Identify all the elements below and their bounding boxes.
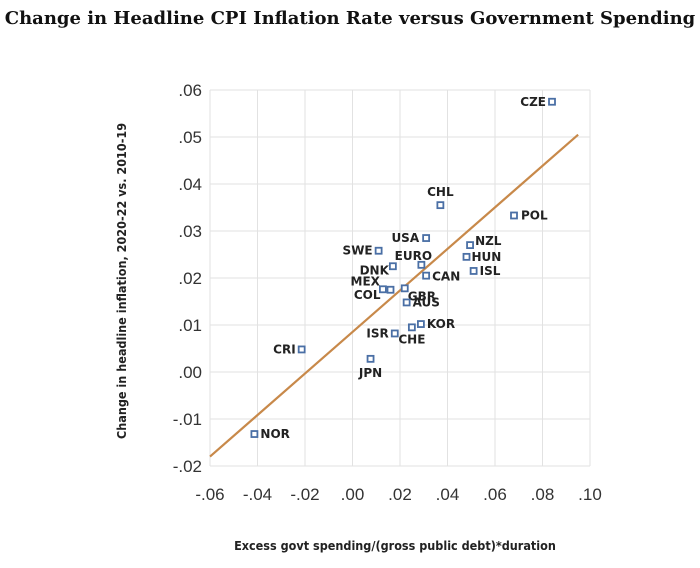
y-tick-label: -.01 xyxy=(173,410,202,429)
point-marker-chl xyxy=(436,201,445,210)
point-marker-col xyxy=(386,285,395,294)
point-marker-isr xyxy=(390,329,399,338)
x-tick-label: -.04 xyxy=(243,485,272,504)
point-label-cri: CRI xyxy=(273,342,296,356)
point-marker-hun xyxy=(462,252,471,261)
point-marker-gbr xyxy=(400,284,409,293)
point-marker-nzl xyxy=(466,241,474,250)
point-marker-che xyxy=(407,323,416,332)
point-label-swe: SWE xyxy=(343,244,373,258)
point-label-kor: KOR xyxy=(427,317,455,331)
point-marker-usa xyxy=(422,234,431,242)
x-tick-label: .04 xyxy=(436,485,460,504)
point-label-aus: AUS xyxy=(413,295,440,309)
grid-lines xyxy=(209,89,591,467)
x-axis-title: Excess govt spending/(gross public debt)… xyxy=(234,538,556,553)
trend-line xyxy=(209,133,579,458)
y-tick-label: .01 xyxy=(178,316,202,335)
x-tick-label: .06 xyxy=(483,485,507,504)
data-points: CZE POL CHL USA NZL SWE HUN DNK EURO ISL CAN MEXCOL… xyxy=(250,95,556,441)
point-label-cze: CZE xyxy=(520,95,546,109)
y-tick-label: .00 xyxy=(178,363,202,382)
point-label-euro: EURO xyxy=(395,249,432,263)
point-label-che: CHE xyxy=(398,332,425,346)
y-tick-label: .03 xyxy=(178,222,202,241)
y-axis-title: Change in headline inflation, 2020-22 vs… xyxy=(114,123,129,439)
y-tick-label: .05 xyxy=(178,128,202,147)
chart-title: Change in Headline CPI Inflation Rate ve… xyxy=(4,8,696,29)
x-tick-label: .02 xyxy=(388,485,412,504)
point-marker-isl xyxy=(469,267,478,275)
point-label-pol: POL xyxy=(521,208,548,222)
point-marker-dnk xyxy=(388,262,397,271)
point-marker-euro xyxy=(417,260,426,269)
x-tick-label: .08 xyxy=(531,485,555,504)
point-marker-swe xyxy=(374,246,383,255)
point-label-can: CAN xyxy=(432,270,460,284)
x-tick-label: .00 xyxy=(341,485,365,504)
x-tick-label: .10 xyxy=(578,485,602,504)
point-label-hun: HUN xyxy=(472,250,502,264)
point-marker-cze xyxy=(548,97,556,106)
point-label-mex: MEX xyxy=(351,274,381,288)
point-marker-jpn xyxy=(366,354,375,363)
y-tick-label: .02 xyxy=(178,269,202,288)
point-label-isr: ISR xyxy=(366,326,388,340)
point-label-chl: CHL xyxy=(427,185,454,199)
point-label-col: COL xyxy=(354,288,381,302)
point-marker-mex xyxy=(378,285,387,294)
point-marker-can xyxy=(422,271,431,280)
point-marker-nor xyxy=(250,430,259,438)
y-tick-label: .06 xyxy=(178,81,202,100)
point-label-nzl: NZL xyxy=(475,234,502,248)
x-tick-labels: -.06 -.04 -.02 .00 .02 .04 .06 .08 .10 xyxy=(195,485,601,504)
y-tick-label: -.02 xyxy=(173,457,202,476)
point-marker-aus xyxy=(402,298,411,307)
point-label-gbr: GBR xyxy=(408,289,436,303)
x-tick-label: -.02 xyxy=(290,485,319,504)
x-tick-label: -.06 xyxy=(195,485,224,504)
point-marker-pol xyxy=(510,211,518,220)
point-marker-kor xyxy=(416,320,425,328)
point-label-nor: NOR xyxy=(260,427,289,441)
y-tick-labels: .06 .05 .04 .03 .02 .01 .00 -.01 -.02 xyxy=(173,81,202,476)
point-label-usa: USA xyxy=(391,231,419,245)
point-marker-cri xyxy=(297,345,306,354)
point-label-isl: ISL xyxy=(480,264,501,278)
point-label-dnk: DNK xyxy=(360,263,390,277)
y-tick-label: .04 xyxy=(178,175,202,194)
point-label-jpn: JPN xyxy=(358,366,382,380)
